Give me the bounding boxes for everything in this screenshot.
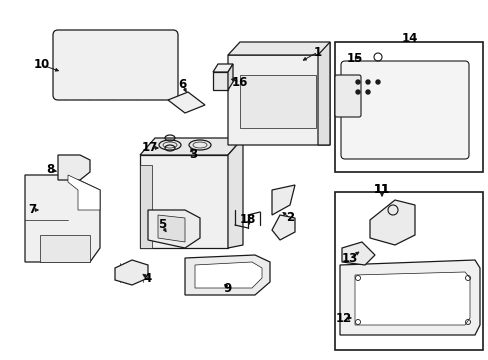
Text: 5: 5 bbox=[158, 219, 166, 231]
Text: 3: 3 bbox=[188, 148, 197, 162]
Bar bbox=[334, 192, 482, 350]
Polygon shape bbox=[240, 75, 315, 128]
Text: 1: 1 bbox=[313, 45, 322, 58]
Circle shape bbox=[365, 90, 369, 94]
Text: 12: 12 bbox=[335, 311, 351, 324]
Text: 14: 14 bbox=[401, 31, 417, 45]
Polygon shape bbox=[140, 138, 243, 155]
Text: 11: 11 bbox=[373, 184, 389, 197]
Polygon shape bbox=[339, 260, 479, 335]
Polygon shape bbox=[213, 64, 232, 72]
Polygon shape bbox=[25, 175, 100, 262]
Text: 17: 17 bbox=[142, 141, 158, 154]
Polygon shape bbox=[140, 155, 227, 248]
Ellipse shape bbox=[164, 145, 175, 151]
Polygon shape bbox=[213, 72, 227, 90]
Text: 6: 6 bbox=[178, 77, 186, 90]
Polygon shape bbox=[195, 262, 262, 288]
Polygon shape bbox=[227, 42, 329, 68]
Polygon shape bbox=[168, 92, 204, 113]
Polygon shape bbox=[184, 255, 269, 295]
Polygon shape bbox=[158, 215, 184, 242]
Ellipse shape bbox=[163, 142, 177, 148]
Text: 4: 4 bbox=[143, 271, 152, 284]
Polygon shape bbox=[271, 185, 294, 215]
Text: 7: 7 bbox=[28, 203, 36, 216]
Text: 16: 16 bbox=[231, 76, 248, 89]
FancyBboxPatch shape bbox=[334, 75, 360, 117]
Polygon shape bbox=[58, 155, 90, 180]
Polygon shape bbox=[341, 242, 374, 265]
Ellipse shape bbox=[193, 142, 206, 148]
Text: 2: 2 bbox=[285, 211, 293, 225]
Text: 18: 18 bbox=[239, 213, 256, 226]
Text: 11: 11 bbox=[373, 184, 389, 197]
Circle shape bbox=[355, 90, 359, 94]
Polygon shape bbox=[271, 215, 294, 240]
Text: 15: 15 bbox=[346, 51, 363, 64]
Circle shape bbox=[365, 80, 369, 84]
Polygon shape bbox=[317, 42, 329, 145]
FancyBboxPatch shape bbox=[340, 61, 468, 159]
Polygon shape bbox=[227, 55, 329, 145]
Bar bbox=[334, 42, 482, 172]
Polygon shape bbox=[369, 200, 414, 245]
Circle shape bbox=[375, 80, 379, 84]
Polygon shape bbox=[115, 260, 148, 285]
Polygon shape bbox=[40, 235, 90, 262]
Polygon shape bbox=[68, 175, 100, 210]
Text: 13: 13 bbox=[341, 252, 357, 265]
Polygon shape bbox=[140, 165, 152, 248]
Text: 9: 9 bbox=[224, 282, 232, 294]
Polygon shape bbox=[354, 272, 469, 325]
Circle shape bbox=[355, 80, 359, 84]
Polygon shape bbox=[227, 64, 232, 90]
FancyBboxPatch shape bbox=[53, 30, 178, 100]
Text: 8: 8 bbox=[46, 163, 54, 176]
Polygon shape bbox=[148, 210, 200, 248]
Text: 10: 10 bbox=[34, 58, 50, 72]
Polygon shape bbox=[227, 138, 243, 248]
